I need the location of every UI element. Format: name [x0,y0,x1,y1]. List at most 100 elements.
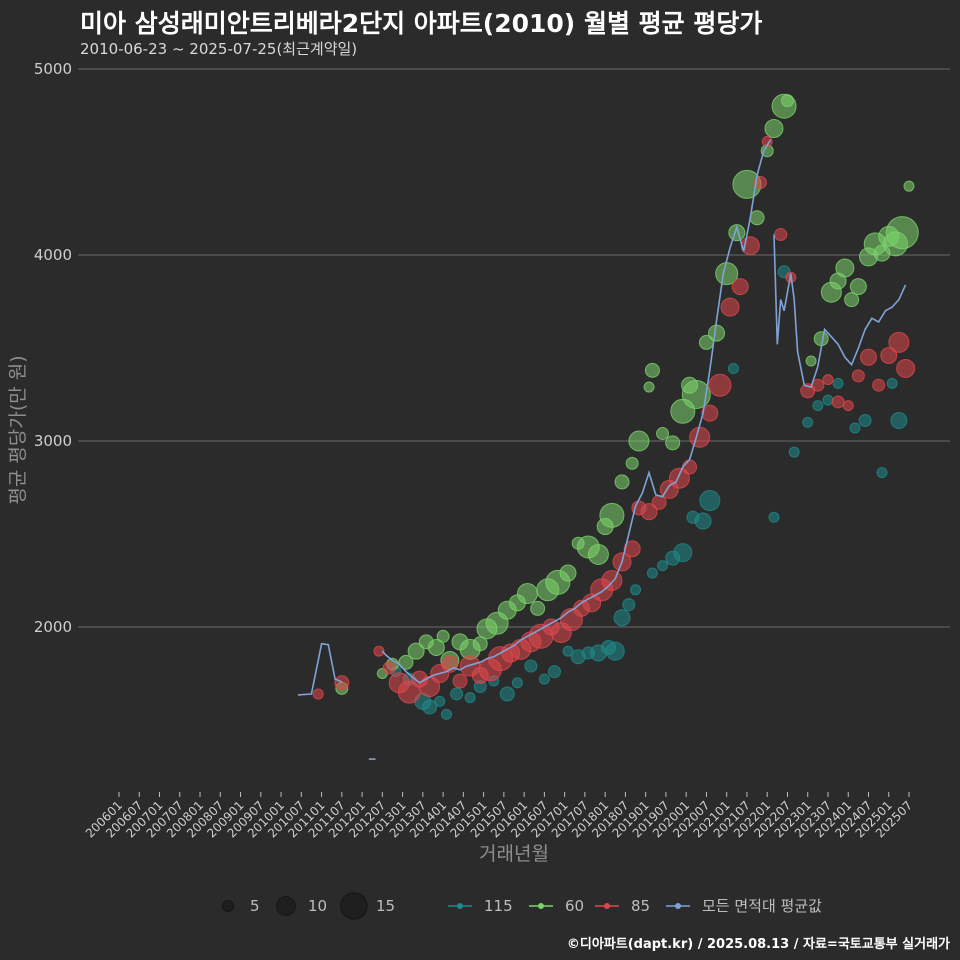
point-60 [517,583,539,605]
point-115 [524,659,538,673]
point-115 [657,560,669,572]
legend-size-marker [276,896,296,916]
legend-series-label: 85 [631,897,650,915]
point-60 [644,362,660,378]
grid-layer [78,68,950,797]
legend-dot [675,903,681,909]
point-115 [434,695,446,707]
point-85 [708,373,732,397]
legend-size-marker [340,892,368,920]
point-115 [673,543,693,563]
point-85 [842,400,854,412]
point-60 [427,638,445,656]
point-115 [440,708,452,720]
point-60 [805,355,817,367]
point-60 [436,629,450,643]
average-line-segment [773,234,907,389]
point-60 [849,278,867,296]
point-115 [802,416,814,428]
point-60 [780,94,794,108]
point-60 [407,642,425,660]
point-60 [665,435,681,451]
y-tick-labels: 2000 3000 4000 5000 [34,60,72,636]
point-115 [538,673,550,685]
point-115 [499,686,515,702]
point-115 [886,377,898,389]
average-line-segment [381,139,772,684]
point-85 [601,570,623,591]
legend-series-label: 모든 면적대 평균값 [702,897,822,915]
point-60 [643,381,655,393]
point-115 [630,584,642,596]
legend-dot [457,903,463,909]
point-85 [397,680,421,704]
point-85 [689,426,711,448]
point-115 [694,512,712,530]
point-60 [903,180,915,192]
point-85 [731,278,749,296]
point-115 [727,362,739,374]
point-60 [764,119,784,139]
point-115 [548,665,562,679]
point-115 [788,446,800,458]
legend-size-label: 15 [376,897,395,915]
legend-size-marker [222,900,234,912]
point-85 [831,395,845,409]
point-85 [334,675,350,691]
point-85 [623,540,641,558]
x-tick-labels: 2006012006072007012007072008012008072009… [83,798,915,840]
point-85 [373,645,385,657]
point-115 [450,687,464,701]
data-points [312,93,919,720]
point-60 [398,654,414,670]
point-85 [701,404,719,422]
y-tick-label: 4000 [34,246,72,264]
y-tick-label: 2000 [34,618,72,636]
point-115 [464,692,476,704]
point-85 [753,175,767,189]
average-line-segment [297,642,343,696]
chart-title: 미아 삼성래미안트리베라2단지 아파트(2010) 월별 평균 평당가 [80,9,763,38]
y-tick-label: 5000 [34,60,72,78]
y-tick-label: 3000 [34,432,72,450]
point-60 [628,430,650,452]
legend: 5 10 15 115 60 85 모든 면적대 평균값 [222,892,822,920]
legend-series-label: 60 [565,897,584,915]
legend-series-label: 115 [484,897,513,915]
point-115 [622,598,636,612]
chart-subtitle: 2010-06-23 ~ 2025-07-25(최근계약일) [80,40,358,58]
point-60 [885,216,919,250]
point-60 [835,258,855,278]
x-axis-title: 거래년월 [479,843,549,865]
point-60 [656,427,670,441]
point-60 [530,600,546,616]
point-60 [614,474,630,490]
point-115 [822,394,834,406]
legend-size-label: 5 [250,897,260,915]
legend-dot [538,903,544,909]
point-85 [312,688,324,700]
point-60 [559,564,577,582]
point-85 [720,297,740,317]
point-85 [382,661,396,675]
footer-credit: ©디아파트(dapt.kr) / 2025.08.13 / 자료=국토교통부 실… [566,937,950,952]
point-115 [768,511,780,523]
point-85 [888,331,910,353]
average-line [297,139,907,760]
point-85 [774,228,788,242]
point-60 [749,210,765,226]
point-85 [682,459,698,475]
legend-size-label: 10 [308,897,327,915]
point-60 [599,502,625,528]
y-axis-title: 평균 평당가(만 원) [7,355,29,504]
point-85 [880,346,898,364]
point-115 [699,490,721,512]
point-115 [422,699,438,715]
point-60 [587,543,609,565]
legend-dot [604,903,610,909]
point-60 [681,380,711,409]
point-85 [452,673,468,689]
point-115 [876,467,888,479]
point-115 [812,400,824,412]
